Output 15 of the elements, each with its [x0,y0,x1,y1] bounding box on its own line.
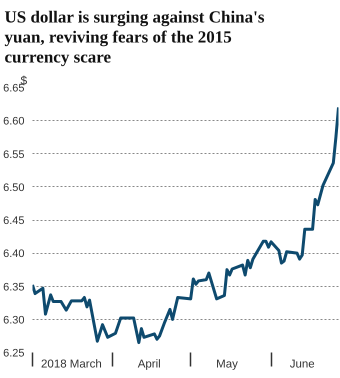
y-tick-label: 6.25 [3,348,25,360]
y-tick-label: 6.30 [3,314,25,326]
x-tick-label: May [216,358,238,370]
y-tick-label: 6.60 [3,116,25,128]
line-series [32,106,338,344]
y-tick-label: 6.50 [3,182,25,194]
x-tick-label: June [290,358,315,370]
x-tick-label: 2018 March [41,358,102,370]
y-axis-title: $ [20,74,28,88]
chart-title: US dollar is surging against China's yuan, reviving fears of the 2015 currency scare [4,8,265,66]
y-tick-label: 6.40 [3,248,25,260]
y-tick-label: 6.35 [3,281,25,294]
x-tick-label: April [138,358,161,370]
y-tick-label: 6.55 [3,148,25,161]
y-tick-label: 6.45 [3,215,25,227]
